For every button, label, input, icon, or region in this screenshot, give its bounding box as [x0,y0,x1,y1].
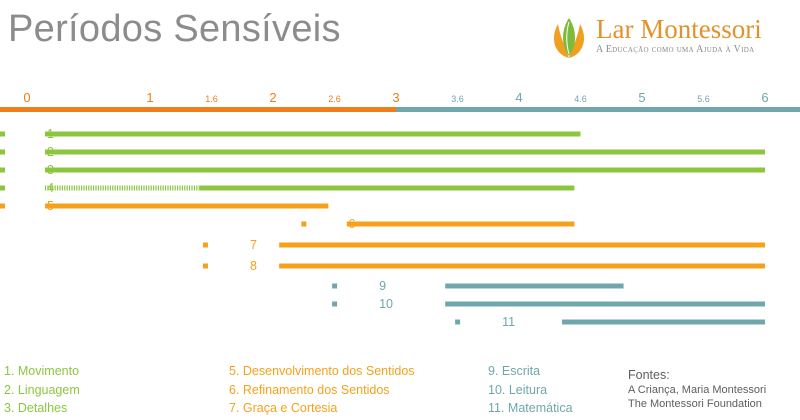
x-tick-label: 3 [392,90,399,105]
period-marker [0,185,5,191]
axis-band-orange [0,107,396,112]
x-tick-label: 5 [638,90,645,105]
page-title: Períodos Sensíveis [8,8,341,50]
legend-item-detalhes: 3. Detalhes [4,401,68,415]
x-tick-label: 2 [269,90,276,105]
legend-item-graca-cortesia: 7. Graça e Cortesia [229,401,338,415]
period-bar [199,185,575,191]
period-bar [346,221,575,227]
period-label: 9 [379,279,386,293]
x-tick-label: 1 [146,90,153,105]
x-tick-label: 5.6 [697,94,710,104]
legend-item-movimento: 1. Movimento [4,364,80,378]
x-tick-label: 3.6 [451,94,464,104]
logo-tagline: A Educação como uma Ajuda à Vida [596,44,755,55]
period-bar [279,242,765,248]
period-bar [45,131,581,137]
period-bar [562,319,765,325]
x-tick-label: 4 [515,90,522,105]
period-marker [332,283,338,289]
period-marker [202,242,208,248]
x-tick-label: 2.6 [328,94,341,104]
legend-item-desenvolvimento-sentidos: 5. Desenvolvimento dos Sentidos [229,364,415,378]
period-bar [445,283,624,289]
legend-column-1: 1. Movimento 2. Linguagem 3. Detalhes [4,362,80,418]
period-bar [45,167,765,173]
period-label: 7 [250,238,257,252]
period-label: 11 [502,315,515,329]
period-bar [279,263,765,269]
x-tick-label: 6 [761,90,768,105]
period-marker [0,149,5,155]
legend-item-escrita: 9. Escrita [488,364,541,378]
leaf-logo-icon [553,18,585,58]
legend-item-leitura: 10. Leitura [488,382,548,397]
legend-column-2: 5. Desenvolvimento dos Sentidos 6. Refin… [229,362,415,418]
sources: Fontes: A Criança, Maria Montessori The … [628,368,766,411]
sources-title: Fontes: [628,368,670,382]
legend-column-3: 9. Escrita 10. Leitura 11. Matemática [488,362,573,418]
legend-item-refinamento-sentidos: 6. Refinamento dos Sentidos [229,382,390,397]
period-marker [301,221,307,227]
period-marker [202,263,208,269]
x-tick-label: 1.6 [205,94,218,104]
legend-item-matematica: 11. Matemática [488,401,573,415]
period-bar [45,149,765,155]
period-bar [445,301,765,307]
source-line: A Criança, Maria Montessori [628,384,767,396]
period-marker [332,301,338,307]
axis-band-teal [396,107,800,112]
period-label: 8 [250,259,257,273]
period-bar [45,203,329,209]
logo-name: Lar Montessori [596,14,762,44]
legend-item-linguagem: 2. Linguagem [4,382,80,397]
period-label: 10 [379,297,393,311]
period-marker [0,167,5,173]
period-marker [0,203,5,209]
timeline-chart: 011.622.633.644.655.661234567891011 [0,90,800,329]
period-marker [0,131,5,137]
period-marker [455,319,461,325]
x-tick-label: 4.6 [574,94,587,104]
x-tick-label: 0 [23,90,30,105]
logo: Lar Montessori A Educação como uma Ajuda… [548,14,798,60]
source-line: The Montessori Foundation [628,398,762,410]
